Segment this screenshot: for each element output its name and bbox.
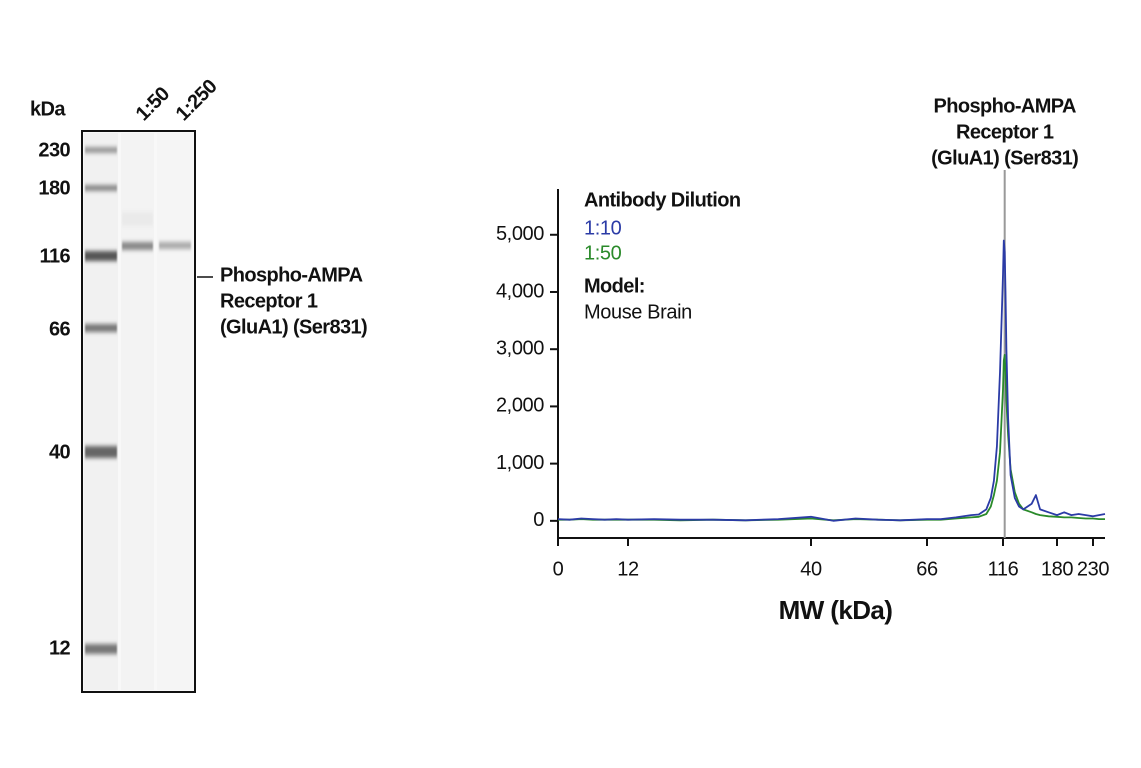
series-line [558, 354, 1105, 522]
legend-entry: 1:50 [584, 242, 622, 264]
model-label: Mouse Brain [584, 301, 692, 323]
sample-band [159, 242, 191, 249]
x-tick-label: 66 [916, 558, 938, 580]
annotation-label: Phospho-AMPA [933, 95, 1076, 117]
y-tick-label: 2,000 [496, 395, 544, 417]
y-tick-label: 5,000 [496, 223, 544, 245]
ladder-label: 40 [49, 441, 71, 463]
annotation-label: (GluA1) (Ser831) [931, 147, 1078, 169]
x-axis-label: MW (kDa) [779, 595, 893, 625]
lane-label: 1:250 [172, 75, 222, 125]
band-label: Receptor 1 [220, 290, 318, 312]
unit-label: kDa [30, 98, 66, 120]
ladder-label: 66 [49, 318, 71, 340]
ladder-band [85, 147, 117, 153]
series-line [557, 239, 1106, 522]
x-tick-label: 12 [617, 558, 639, 580]
ladder-band [85, 446, 117, 458]
ladder-band [85, 644, 117, 654]
model-title: Model: [584, 275, 645, 297]
x-tick-label: 116 [988, 558, 1019, 580]
band-label: Phospho-AMPA [220, 264, 363, 286]
band-label: (GluA1) (Ser831) [220, 316, 367, 338]
ladder-label: 180 [38, 177, 70, 199]
x-tick-label: 180 [1041, 558, 1073, 580]
ladder-label: 230 [38, 139, 70, 161]
x-tick-label: 40 [800, 558, 822, 580]
ladder-lane [84, 133, 118, 690]
y-tick-label: 4,000 [496, 280, 544, 302]
lane-label: 1:50 [132, 83, 175, 126]
ladder-band [85, 251, 117, 261]
ladder-band [85, 324, 117, 332]
ladder-label: 116 [40, 245, 71, 267]
legend-entry: 1:10 [584, 217, 622, 239]
legend-title: Antibody Dilution [584, 189, 740, 211]
ladder-label: 12 [49, 637, 71, 659]
y-tick-label: 0 [533, 509, 544, 531]
sample-band [122, 242, 153, 250]
chart: 0 1,000 2,000 3,000 4,000 5,000 0 12 40 66 116 180 2… [496, 95, 1110, 625]
annotation-label: Receptor 1 [956, 121, 1054, 143]
sample-smear [122, 212, 153, 226]
y-tick-label: 3,000 [496, 337, 544, 359]
y-tick-label: 1,000 [496, 452, 544, 474]
x-tick-label: 0 [553, 558, 564, 580]
x-tick-label: 230 [1077, 558, 1109, 580]
ladder-band [85, 185, 117, 191]
lane [157, 133, 193, 690]
gel: kDa 230 180 116 66 40 12 1:50 1:250 Phos… [30, 75, 368, 693]
